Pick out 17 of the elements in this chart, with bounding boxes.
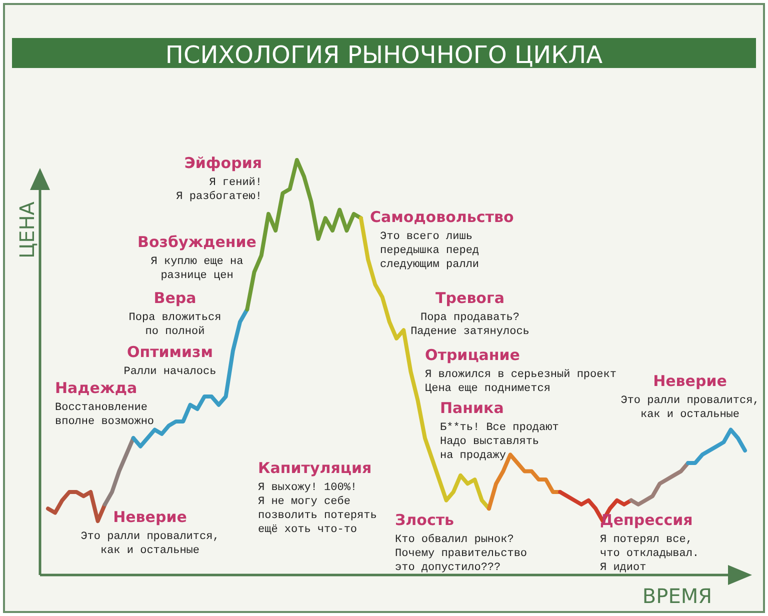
- annotation: Неверие Это ралли провалится, как и остальные: [80, 508, 220, 557]
- annotation: Вера Пора вложиться по полной: [128, 289, 222, 338]
- x-axis-title: ВРЕМЯ: [642, 584, 712, 608]
- annotation: Злость Кто обвалил рынок? Почему правительство это допустило???: [395, 511, 528, 574]
- annotation: Оптимизм Ралли началось: [124, 343, 216, 378]
- annotation: Капитуляция Я выхожу! 100%! Я не могу себе позволить потерять ещё хоть что-то: [258, 459, 377, 536]
- annotation: Отрицание Я вложился в серьезный проект Цена еще поднимется: [425, 346, 616, 395]
- annotation: Возбуждение Я куплю еще на разнице цен: [138, 233, 256, 282]
- annotation: Тревога Пора продавать? Падение затянулось: [410, 289, 530, 338]
- annotation: Депрессия Я потерял все, что откладывал. Я идиот: [600, 511, 700, 574]
- y-axis-title: ЦЕНА: [15, 201, 39, 258]
- chart-title: ПСИХОЛОГИЯ РЫНОЧНОГО ЦИКЛА: [165, 41, 604, 69]
- annotation: Самодовольство Это всего лишь передышка перед следующим ралли: [370, 208, 514, 271]
- annotation: Надежда Восстановление вполне возможно: [55, 379, 154, 428]
- annotation: Паника Б**ть! Все продают Надо выставлять на продажу: [440, 399, 559, 462]
- annotation: Эйфория Я гений! Я разбогатею!: [176, 154, 262, 203]
- annotation: Неверие Это ралли провалится, как и остальные: [620, 372, 760, 421]
